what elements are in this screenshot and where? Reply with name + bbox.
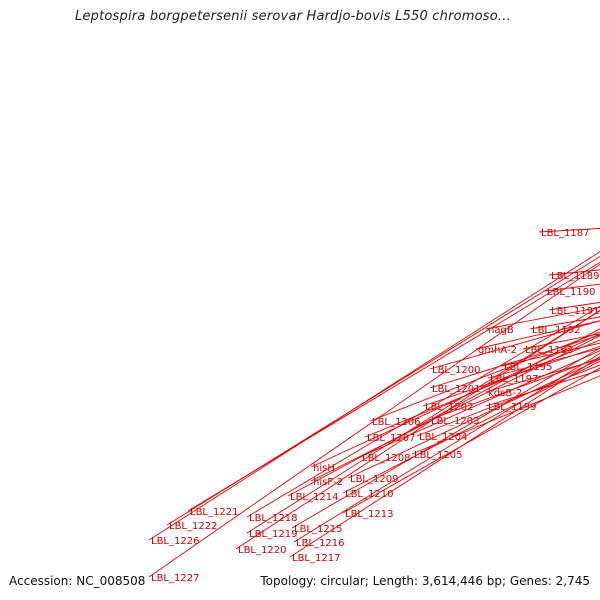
gene-label[interactable]: kdsB-2 xyxy=(488,388,522,399)
label-leader-line xyxy=(289,356,600,558)
gene-label[interactable]: LBL_1219 xyxy=(249,529,297,540)
label-leader-line xyxy=(246,310,600,534)
gene-label[interactable]: LBL_1222 xyxy=(169,521,217,532)
label-leader-line xyxy=(310,333,600,468)
gene-label[interactable]: LBL_1191 xyxy=(551,306,599,317)
gene-label[interactable]: LBL_1202 xyxy=(425,402,473,413)
gene-label[interactable]: LBL_1201 xyxy=(432,384,480,395)
label-leader-line xyxy=(369,331,600,422)
gene-label[interactable]: LBL_1220 xyxy=(238,545,286,556)
gene-label[interactable]: LBL_1217 xyxy=(292,553,340,564)
topology-summary: Topology: circular; Length: 3,614,446 bp… xyxy=(260,574,590,588)
gene-label[interactable]: LBL_1207 xyxy=(367,433,415,444)
label-leader-line xyxy=(246,305,600,518)
label-leader-line xyxy=(342,367,600,514)
gene-label[interactable]: hisH xyxy=(313,463,335,474)
label-leader-line xyxy=(548,269,600,276)
gene-label[interactable]: LBL_1213 xyxy=(345,509,393,520)
gene-label[interactable]: gmhA-2 xyxy=(478,345,517,356)
gene-label[interactable]: LBL_1216 xyxy=(296,538,344,549)
gene-label[interactable]: LBL_1227 xyxy=(151,573,199,584)
label-leader-line xyxy=(475,320,600,350)
gene-label[interactable]: nagB xyxy=(488,325,514,336)
gene-label[interactable]: LBL_1189 xyxy=(551,271,599,282)
label-leader-line xyxy=(187,261,600,512)
label-leader-line xyxy=(287,328,600,497)
label-leader-line xyxy=(235,309,600,550)
gene-label[interactable]: LBL_1197 xyxy=(490,374,538,385)
label-leader-line xyxy=(293,352,600,543)
gene-label[interactable]: LBL_1200 xyxy=(432,365,480,376)
label-leader-line xyxy=(148,263,600,578)
gene-label[interactable]: LBL_1190 xyxy=(547,287,595,298)
label-leader-line xyxy=(148,251,600,541)
label-leader-line xyxy=(310,335,600,482)
gene-label[interactable]: LBL_1218 xyxy=(249,513,297,524)
label-leader-line xyxy=(291,347,600,529)
accession-text: Accession: NC_008508 xyxy=(9,574,146,588)
gene-labels[interactable]: LBL_1187LBL_1189LBL_1190LBL_1191LBL_1192… xyxy=(148,0,600,584)
gene-label[interactable]: LBL_1205 xyxy=(414,450,462,461)
gene-label[interactable]: LBL_1215 xyxy=(294,524,342,535)
gene-label[interactable]: LBL_1226 xyxy=(151,536,199,547)
gene-label[interactable]: LBL_1206 xyxy=(372,417,420,428)
label-leader-line xyxy=(544,283,600,292)
gene-label[interactable]: LBL_1208 xyxy=(362,453,410,464)
label-leader-line xyxy=(538,227,600,233)
map-title: Leptospira borgpetersenii serovar Hardjo… xyxy=(75,9,511,24)
gene-label[interactable]: LBL_1221 xyxy=(190,507,238,518)
label-leader-line xyxy=(501,342,600,367)
gene-label[interactable]: LBL_1187 xyxy=(541,228,589,239)
label-leader-line xyxy=(347,358,600,479)
gene-label[interactable]: LBL_1210 xyxy=(345,489,393,500)
label-leader-line xyxy=(359,350,600,458)
gene-label[interactable]: LBL_1204 xyxy=(419,432,467,443)
